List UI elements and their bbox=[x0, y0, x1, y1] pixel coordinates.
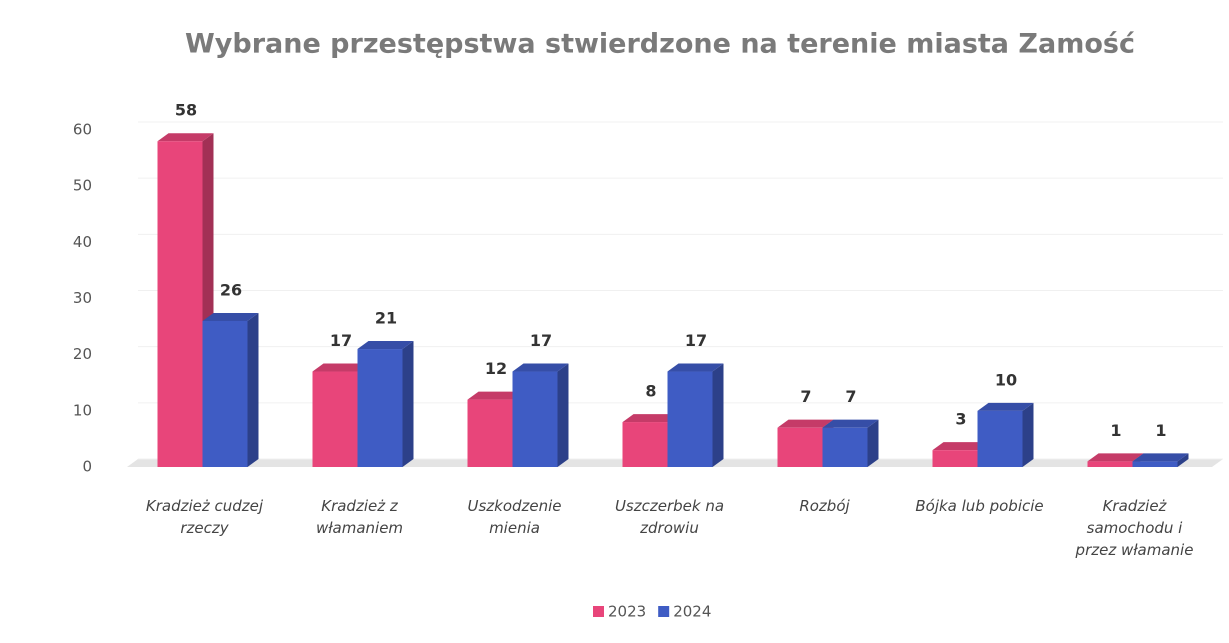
data-label: 17 bbox=[685, 331, 707, 350]
legend-swatch bbox=[658, 606, 670, 617]
bar-top bbox=[622, 414, 679, 423]
bar bbox=[1132, 461, 1178, 467]
bar-side bbox=[402, 341, 414, 467]
x-tick-label: Kradzież cudzej rzeczy bbox=[145, 497, 264, 537]
x-tick-label: Uszkodzenie mienia bbox=[467, 497, 562, 537]
bar bbox=[312, 371, 358, 467]
x-tick-label: Uszczerbek na zdrowiu bbox=[614, 497, 725, 537]
data-label: 17 bbox=[330, 331, 352, 350]
bar bbox=[357, 349, 403, 467]
data-label: 17 bbox=[530, 331, 552, 350]
legend-label: 2024 bbox=[673, 603, 711, 621]
data-label: 12 bbox=[485, 359, 507, 378]
data-label: 1 bbox=[1155, 421, 1166, 440]
bar-top bbox=[667, 363, 724, 372]
bar-top bbox=[357, 341, 414, 350]
bar-top bbox=[822, 419, 879, 428]
x-tick-label: Bójka lub pobicie bbox=[915, 497, 1044, 515]
legend-swatch bbox=[593, 606, 604, 617]
bar bbox=[1087, 461, 1133, 467]
y-tick-label: 50 bbox=[73, 177, 92, 195]
x-tick-label: Kradzież samochodu i przez włamanie bbox=[1075, 497, 1194, 559]
data-label: 8 bbox=[645, 382, 656, 401]
bar bbox=[467, 399, 513, 467]
data-label: 58 bbox=[175, 101, 197, 120]
data-label: 21 bbox=[375, 309, 397, 328]
bar-side bbox=[1177, 453, 1189, 467]
bar bbox=[622, 422, 668, 467]
data-label: 26 bbox=[220, 280, 242, 299]
y-tick-label: 20 bbox=[73, 345, 92, 363]
bar-top bbox=[1132, 453, 1189, 462]
bar bbox=[202, 320, 248, 467]
bar-top bbox=[977, 402, 1034, 411]
bar-top bbox=[1087, 453, 1144, 462]
bar bbox=[977, 410, 1023, 467]
bar-side bbox=[712, 363, 724, 467]
bar-top bbox=[312, 363, 369, 372]
x-tick-label: Rozbój bbox=[799, 497, 850, 515]
y-tick-label: 10 bbox=[73, 401, 92, 419]
y-tick-label: 0 bbox=[82, 458, 92, 476]
bar-side bbox=[247, 312, 259, 467]
bar-side bbox=[867, 419, 879, 467]
bar-top bbox=[467, 391, 524, 400]
bar bbox=[157, 141, 203, 467]
bar-top bbox=[157, 133, 214, 142]
y-tick-label: 60 bbox=[73, 121, 92, 139]
x-tick-label: Kradzież z włamaniem bbox=[315, 497, 404, 537]
bar bbox=[777, 427, 823, 467]
bar-side bbox=[557, 363, 569, 467]
bar-side bbox=[1022, 402, 1034, 467]
bar-top bbox=[932, 442, 989, 451]
data-label: 7 bbox=[800, 387, 811, 406]
y-tick-label: 40 bbox=[73, 233, 92, 251]
bar-top bbox=[512, 363, 569, 372]
legend-label: 2023 bbox=[608, 603, 646, 621]
bar bbox=[512, 371, 558, 467]
bar-top bbox=[202, 312, 259, 321]
bar bbox=[667, 371, 713, 467]
bar bbox=[932, 450, 978, 467]
data-label: 7 bbox=[845, 387, 856, 406]
data-label: 3 bbox=[955, 410, 966, 429]
y-tick-label: 30 bbox=[73, 289, 92, 307]
data-label: 10 bbox=[995, 370, 1017, 389]
chart-title: Wybrane przestępstwa stwierdzone na tere… bbox=[185, 29, 1135, 60]
data-label: 1 bbox=[1110, 421, 1121, 440]
bar bbox=[822, 427, 868, 467]
bar-top bbox=[777, 419, 834, 428]
